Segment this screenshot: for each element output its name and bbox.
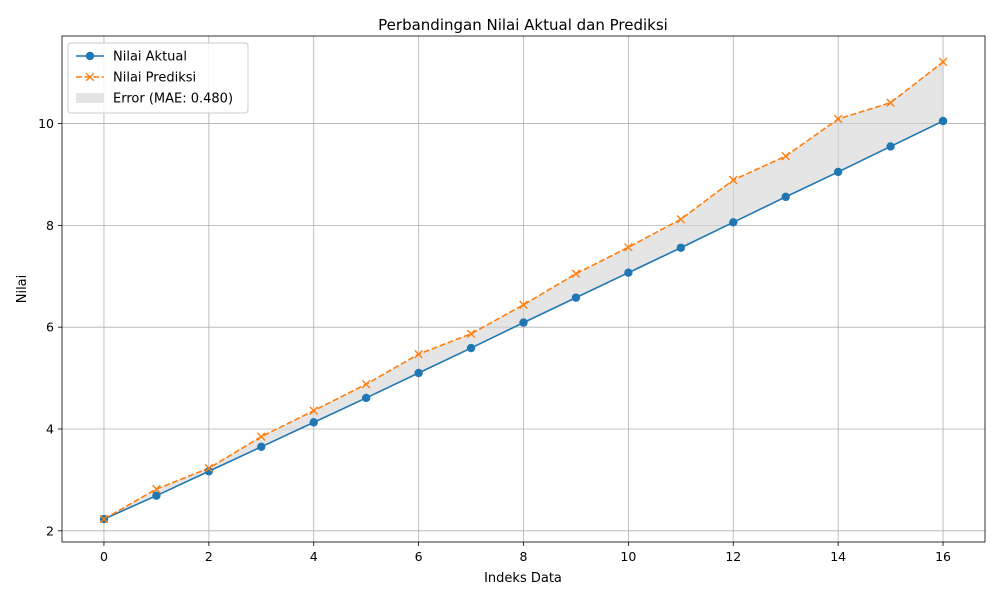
legend-marker xyxy=(85,72,95,82)
data-point-aktual xyxy=(519,318,528,327)
x-axis-label: Indeks Data xyxy=(484,571,562,586)
data-point-aktual xyxy=(571,293,581,302)
data-point-prediksi xyxy=(938,57,948,67)
legend-fill-swatch xyxy=(76,93,104,103)
data-point-aktual xyxy=(257,442,266,452)
data-point-aktual xyxy=(624,268,633,277)
legend: Nilai Aktual Nilai Prediksi Error (MAE: 0.… xyxy=(67,42,249,114)
y-tick-label: 4 xyxy=(46,421,54,436)
x-tick-label: 12 xyxy=(725,549,741,564)
data-point-prediksi xyxy=(99,514,109,524)
y-axis-label: Nilai xyxy=(15,275,30,304)
legend-label: Nilai Prediksi xyxy=(113,71,196,86)
y-tick-label: 8 xyxy=(46,218,54,233)
data-point-prediksi xyxy=(256,432,266,441)
legend-marker xyxy=(85,51,95,61)
data-point-prediksi xyxy=(519,300,528,310)
legend-label: Error (MAE: 0.480) xyxy=(113,92,233,107)
data-point-aktual xyxy=(729,218,738,227)
data-point-prediksi xyxy=(466,329,476,339)
data-point-prediksi xyxy=(676,214,686,224)
data-point-prediksi xyxy=(624,242,633,252)
data-point-aktual xyxy=(676,243,686,252)
x-tick-label: 4 xyxy=(310,549,318,564)
data-point-prediksi xyxy=(152,484,161,494)
legend-box xyxy=(67,42,249,114)
data-point-prediksi xyxy=(571,269,581,279)
x-tick-label: 2 xyxy=(205,549,213,564)
x-tick-label: 6 xyxy=(415,549,423,564)
x-tick-label: 16 xyxy=(935,549,951,564)
data-point-aktual xyxy=(309,418,318,427)
x-tick-label: 14 xyxy=(830,549,846,564)
axis-ticks: 0 2 4 6 8 10 12 14 16 2 4 6 8 10 xyxy=(38,116,951,564)
data-point-prediksi xyxy=(204,463,214,473)
data-point-aktual xyxy=(204,467,214,476)
data-point-prediksi xyxy=(309,406,319,415)
data-point-prediksi xyxy=(361,379,371,389)
x-tick-label: 8 xyxy=(520,549,528,564)
data-point-aktual xyxy=(781,192,790,202)
y-tick-label: 6 xyxy=(46,320,54,335)
data-point-aktual xyxy=(466,343,476,353)
x-tick-label: 10 xyxy=(620,549,636,564)
data-point-aktual xyxy=(886,142,895,151)
series-line-nilai-prediksi xyxy=(103,61,944,520)
chart-title: Perbandingan Nilai Aktual dan Prediksi xyxy=(378,16,668,34)
y-tick-label: 10 xyxy=(38,116,54,131)
data-point-aktual xyxy=(938,116,948,126)
legend-label: Nilai Aktual xyxy=(113,50,187,65)
data-point-prediksi xyxy=(886,98,895,107)
data-point-prediksi xyxy=(728,175,738,185)
series-layer xyxy=(99,57,948,524)
data-point-aktual xyxy=(361,393,371,403)
data-point-aktual xyxy=(414,368,423,378)
y-tick-label: 2 xyxy=(46,523,54,538)
data-point-prediksi xyxy=(414,349,423,359)
x-tick-label: 0 xyxy=(100,549,108,564)
data-point-aktual xyxy=(152,491,161,500)
data-point-prediksi xyxy=(781,151,791,161)
data-point-prediksi xyxy=(833,114,843,124)
data-point-aktual xyxy=(833,167,843,177)
